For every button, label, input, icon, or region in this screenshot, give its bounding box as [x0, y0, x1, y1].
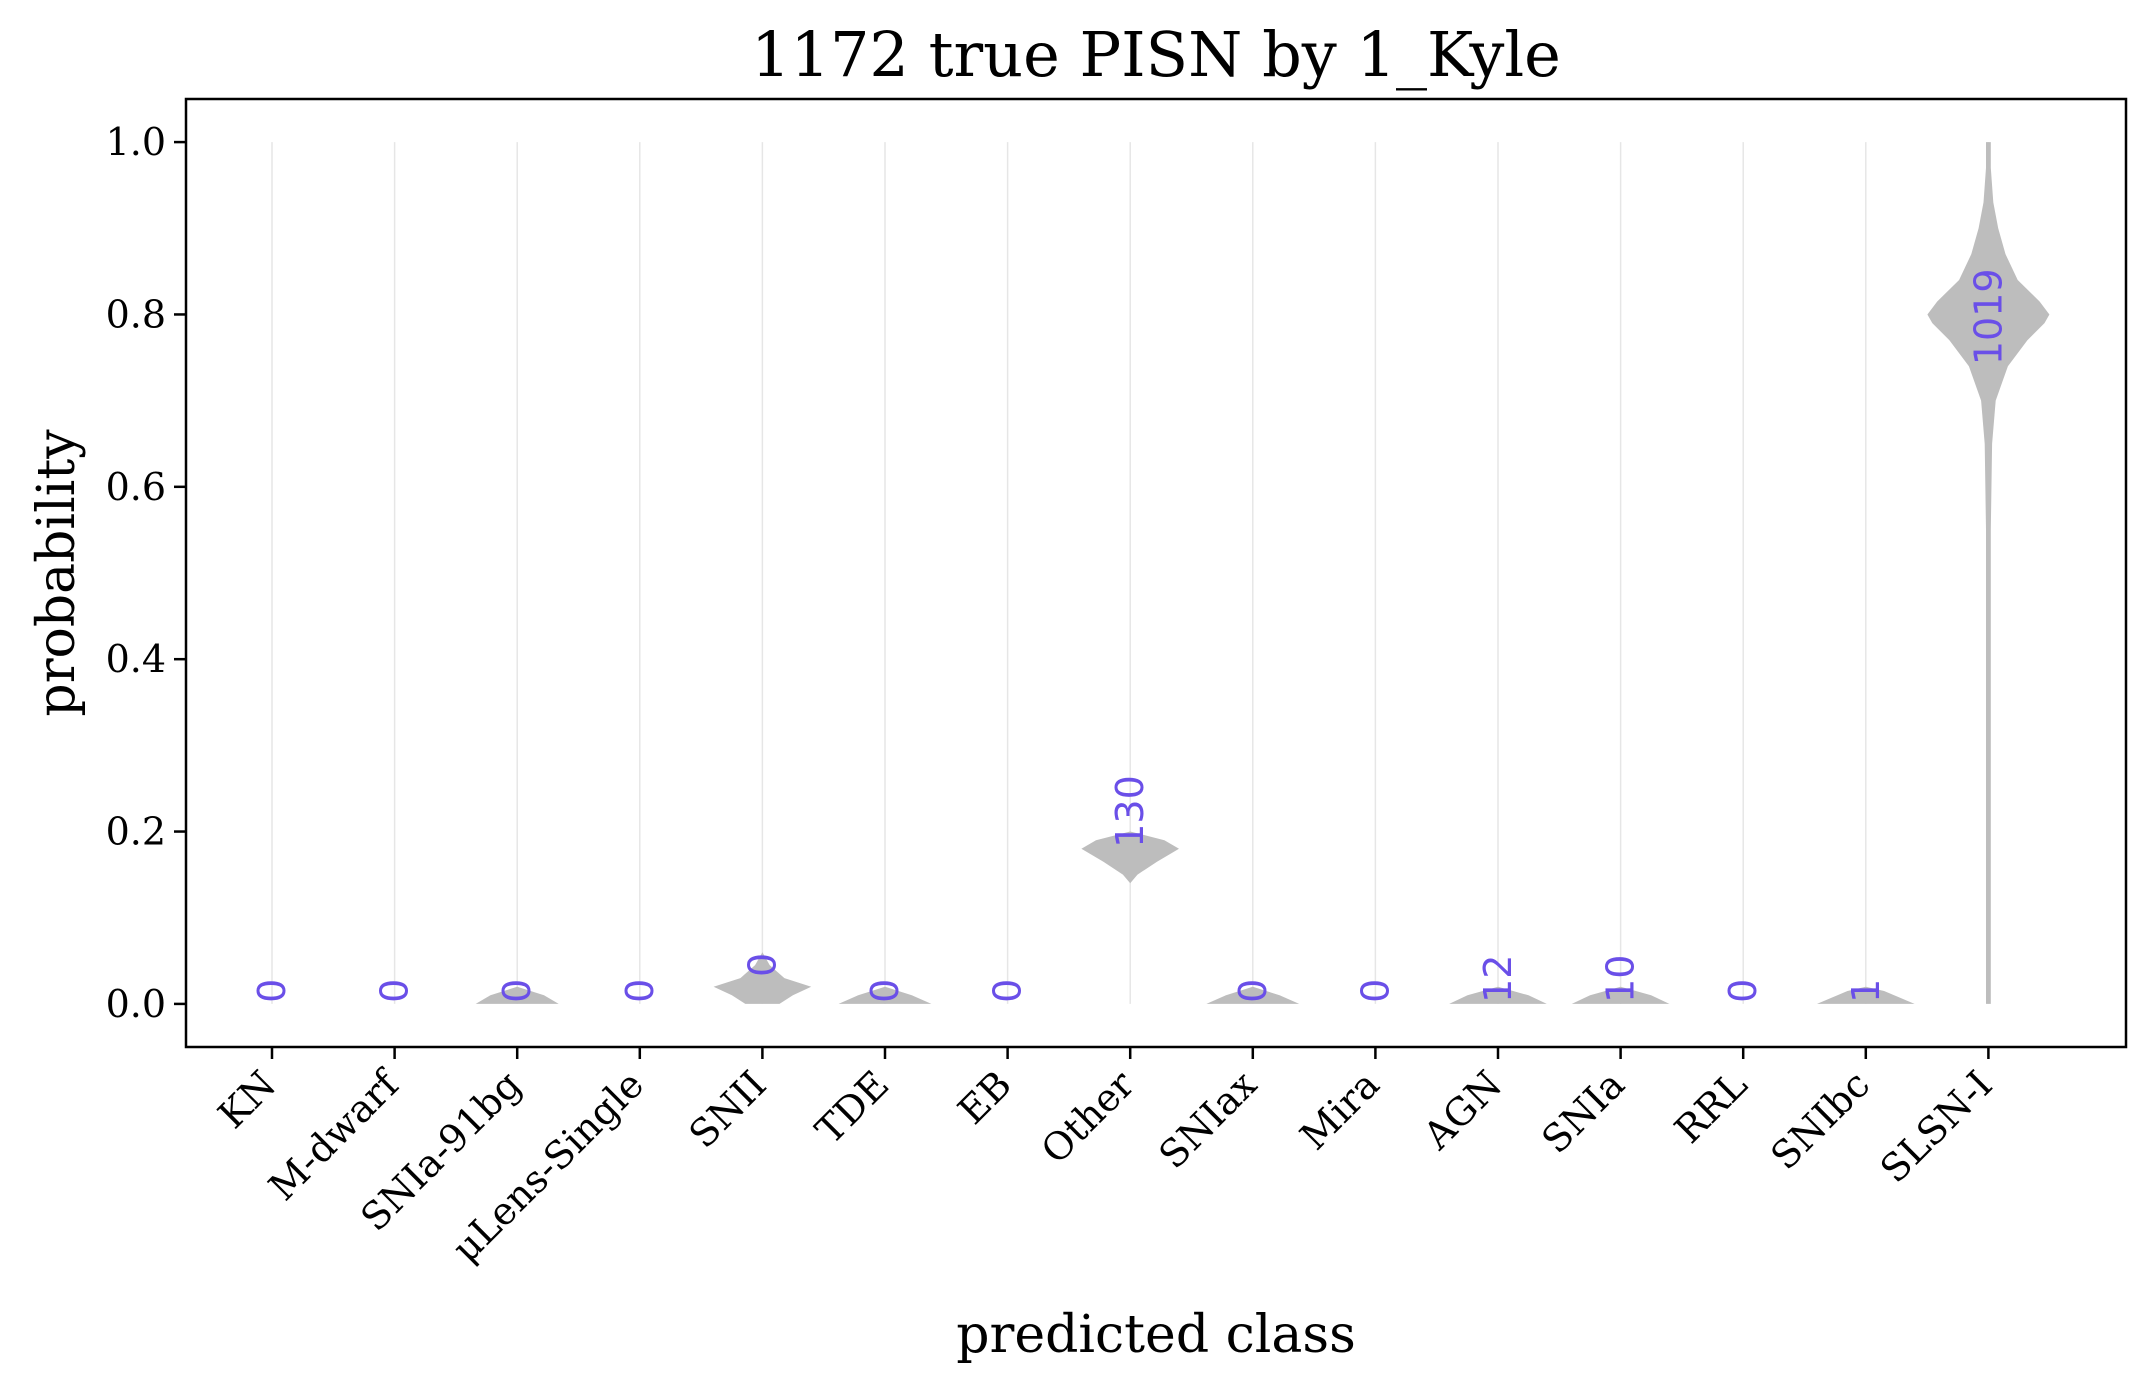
count-label: 0 — [1353, 979, 1397, 1003]
count-label: 0 — [1721, 979, 1765, 1003]
x-tick-label: RRL — [1666, 1062, 1755, 1151]
count-label: 0 — [250, 979, 294, 1003]
y-tick-label: 0.0 — [106, 982, 166, 1026]
violin-SNIa — [1571, 986, 1670, 1004]
y-tick-label: 0.8 — [106, 292, 166, 336]
gridlines — [271, 142, 1990, 1004]
count-label: 0 — [495, 979, 539, 1003]
count-label: 0 — [1231, 979, 1275, 1003]
x-tick-label: TDE — [807, 1062, 897, 1152]
x-tick-label: AGN — [1414, 1062, 1510, 1158]
violin-SNIax — [1206, 986, 1300, 1004]
plot-frame — [184, 97, 2128, 1049]
count-label: 0 — [740, 953, 784, 977]
x-tick-label: Other — [1033, 1062, 1144, 1173]
y-tick-label: 1.0 — [106, 120, 166, 164]
violin-SNIa-91bg — [475, 986, 559, 1004]
y-tick-label: 0.6 — [106, 465, 166, 509]
violins — [475, 142, 2050, 1004]
count-label: 0 — [373, 979, 417, 1003]
y-tick-label: 0.2 — [106, 810, 166, 854]
violin-Other — [1081, 831, 1179, 884]
violin-TDE — [838, 986, 932, 1004]
x-tick-label: SLSN-I — [1872, 1062, 2001, 1191]
count-label: 0 — [863, 979, 907, 1003]
violin-SNII — [713, 952, 812, 1004]
count-label: 0 — [618, 979, 662, 1003]
chart-title: 1172 true PISN by 1_Kyle — [751, 18, 1561, 91]
count-label: 1019 — [1966, 268, 2010, 365]
count-label: 0 — [986, 979, 1030, 1003]
count-label: 1 — [1844, 979, 1888, 1003]
x-tick-label: SNIbc — [1762, 1062, 1878, 1178]
count-label: 12 — [1476, 955, 1520, 1003]
y-tick-label: 0.4 — [106, 637, 166, 681]
violin-AGN — [1449, 986, 1547, 1004]
violin-SNIbc — [1817, 986, 1915, 1004]
violin-SLSN-I — [1927, 142, 2050, 1004]
x-tick-label: Mira — [1292, 1062, 1388, 1158]
x-tick-label: SNII — [680, 1062, 774, 1156]
count-label: 130 — [1108, 775, 1152, 848]
x-tick-label: EB — [949, 1062, 1019, 1132]
x-tick-label: KN — [210, 1062, 285, 1137]
count-labels: 0 0 0 0 0 0 0 130 0 0 12 10 0 1 1019 — [250, 268, 2010, 1002]
y-axis: 0.0 0.2 0.4 0.6 0.8 1.0 — [106, 120, 186, 1026]
count-label: 10 — [1599, 955, 1643, 1003]
x-tick-label: SNIa — [1533, 1062, 1633, 1162]
y-axis-label: probability — [27, 429, 87, 717]
x-tick-label: SNIax — [1150, 1062, 1265, 1177]
x-axis-label: predicted class — [956, 1305, 1356, 1365]
